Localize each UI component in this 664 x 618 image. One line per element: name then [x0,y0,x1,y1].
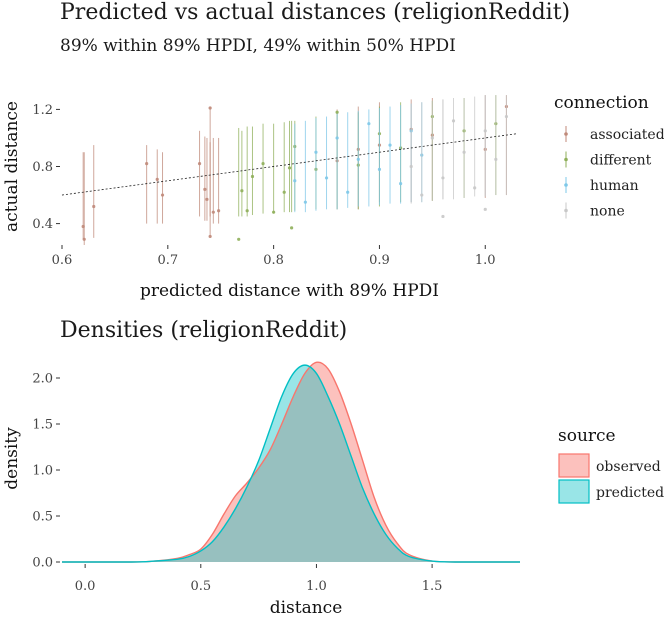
legend-label-associated: associated [590,127,664,143]
data-point [356,157,360,161]
data-point [441,176,445,180]
legend-label-predicted: predicted [596,485,664,501]
x-tick-label: 1.0 [475,253,496,268]
legend-dot-associated [564,132,568,136]
series-none [409,95,509,219]
y-tick-label: 1.5 [32,418,53,433]
legend-dot-none [564,208,568,213]
x-tick-label: 0.7 [157,253,178,268]
data-point [261,162,265,166]
x-axis-label: predicted distance with 89% HPDI [140,281,439,301]
reference-line [61,133,518,196]
density-area-predicted [62,365,520,562]
scatter-plot: 0.6 0.7 0.8 0.9 1.0 0.4 0.8 1.2 predicted distan… [2,93,664,301]
data-point [92,204,96,209]
x-tick-label: 0.8 [263,253,284,268]
data-point [388,143,392,147]
series-human [293,102,424,213]
data-point [155,177,159,181]
density-area-observed [62,362,520,562]
x-tick-label: 1.5 [422,579,443,594]
legend-key-observed [558,453,590,478]
data-point [335,110,339,114]
legend-key-predicted [558,479,590,504]
data-point [451,119,456,123]
data-point [290,226,294,230]
density-line-observed [62,361,520,563]
data-point [211,210,215,214]
x-axis-label: distance [270,598,343,618]
y-tick-label: 1.0 [32,464,53,479]
data-point [303,200,307,204]
chart2-title: Densities (religionReddit) [60,318,348,343]
y-axis-label: actual distance [2,101,22,232]
data-point [314,150,318,154]
data-point [250,174,255,179]
x-tick-label: 0.9 [369,253,390,268]
x-tick-label: 0.6 [52,253,73,268]
data-point [430,136,434,140]
data-point [82,237,86,241]
data-point [504,114,509,119]
legend-label-observed: observed [596,459,661,475]
density-line-predicted [62,364,520,563]
data-point [399,182,403,186]
data-point [335,136,339,140]
legend-dot-human [564,183,568,187]
y-axis-label: density [2,427,22,490]
legend-title: connection [554,93,649,113]
data-point [377,167,382,171]
data-point [324,176,329,180]
legend-dot-different [564,157,568,162]
data-point [208,106,212,110]
data-point [282,190,286,194]
data-point [203,187,207,191]
data-point [197,162,202,166]
chart1-subtitle: 89% within 89% HPDI, 49% within 50% HPDI [60,36,456,56]
x-tick-label: 0.0 [75,579,96,594]
data-point [483,129,487,133]
y-tick-label: 1.2 [32,103,53,118]
y-tick-label: 0.5 [32,510,53,525]
y-tick-label: 0.4 [32,217,53,232]
data-point [272,210,276,214]
data-point [462,150,466,154]
y-tick-label: 0.0 [32,556,53,571]
legend-title: source [558,426,616,446]
y-tick-label: 2.0 [32,372,53,387]
legend-label-none: none [590,204,625,220]
data-point [346,190,350,194]
data-point [287,166,292,170]
data-point [473,186,477,190]
data-point [240,189,244,193]
data-point [205,197,209,201]
data-point [245,209,249,213]
chart1-title: Predicted vs actual distances (religionR… [60,0,571,25]
x-tick-label: 1.0 [306,579,327,594]
data-point [293,179,297,183]
legend-label-different: different [590,153,652,169]
data-point [237,237,241,241]
data-point [441,214,445,219]
data-point [208,234,212,239]
y-tick-label: 0.8 [32,160,53,175]
data-point [81,224,85,229]
data-point [420,193,424,197]
data-point [145,162,149,166]
legend-label-human: human [590,178,639,194]
data-point [409,164,413,169]
x-tick-label: 0.5 [190,579,211,594]
data-point [217,209,221,213]
data-point [483,207,487,211]
data-point [494,157,498,161]
data-point [367,122,371,126]
data-point [160,193,165,197]
